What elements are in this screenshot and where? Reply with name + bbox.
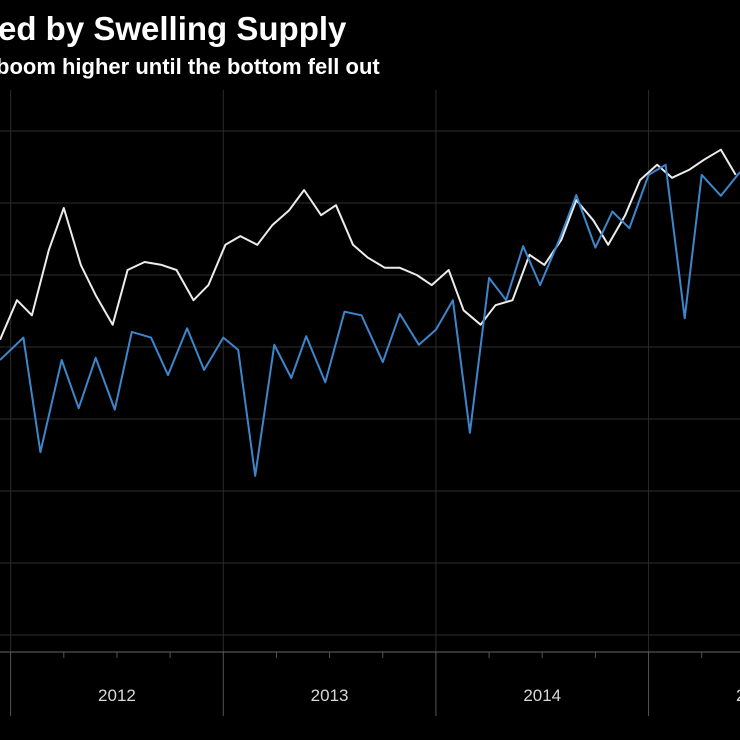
x-tick-label: 2013 [311,686,349,705]
x-tick-label: 2012 [98,686,136,705]
grid [0,90,740,652]
series-line [0,148,737,341]
chart-subtitle: boom higher until the bottom fell out [0,54,380,79]
series-line [0,163,740,477]
x-axis: 2012 2013 2014 2015 [0,651,740,716]
chart-title: ed by Swelling Supply [0,10,347,47]
x-tick-label: 2015 [736,686,740,705]
x-tick-label: 2014 [523,686,561,705]
plot [0,148,740,477]
